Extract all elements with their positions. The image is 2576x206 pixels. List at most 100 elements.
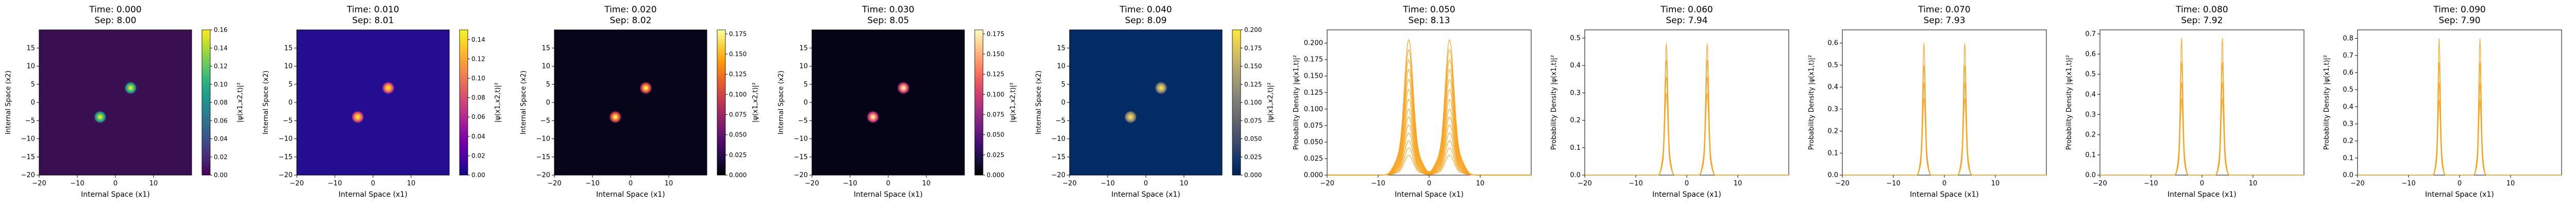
- y-tick-label: 10: [799, 63, 808, 71]
- wavepacket-peak-0: [866, 110, 880, 124]
- colorbar-label: |ψ(x1,x2,t)|²: [236, 82, 244, 123]
- x-tick-label: −10: [70, 180, 84, 187]
- panel-title-sep: Sep: 8.13: [1408, 15, 1450, 26]
- y-tick-label: 0.4: [2343, 103, 2353, 111]
- x-tick-label: 0: [1685, 180, 1689, 187]
- y-tick-label: 0.5: [2085, 71, 2096, 78]
- y-tick-label: 0.050: [1304, 139, 1323, 146]
- panel-title-sep: Sep: 7.92: [2181, 15, 2223, 26]
- colorbar-tick-label: 0.02: [471, 152, 485, 159]
- colorbar-tick-label: 0.150: [1244, 63, 1262, 70]
- y-tick-label: 10: [541, 63, 550, 71]
- x-axis-label: Internal Space (x1): [1652, 191, 1721, 199]
- y-tick-label: 0.200: [1304, 40, 1323, 47]
- x-tick-label: −10: [1886, 180, 1900, 187]
- x-tick-label: −20: [1062, 180, 1076, 187]
- y-tick-label: 5: [289, 81, 293, 89]
- colorbar-tick-label: 0.08: [214, 99, 228, 106]
- panel-title-time: Time: 0.070: [1918, 5, 1970, 15]
- y-tick-label: −15: [1052, 153, 1065, 161]
- y-tick-label: 0.150: [1304, 73, 1323, 80]
- y-tick-label: 15: [26, 44, 35, 52]
- x-tick-label: −20: [2093, 180, 2107, 187]
- y-tick-label: −5: [25, 117, 35, 125]
- y-tick-label: 0.025: [1304, 155, 1323, 163]
- wavepacket-peak-1: [124, 81, 138, 95]
- y-tick-label: 0: [1061, 99, 1065, 107]
- colorbar-tick-label: 0.02: [214, 153, 228, 161]
- colorbar-tick-label: 0.16: [214, 26, 228, 33]
- colorbar-tick-label: 0.175: [1244, 44, 1262, 52]
- y-axis-label: Internal Space (x2): [5, 71, 12, 134]
- colorbar-tick-label: 0.150: [987, 50, 1004, 58]
- colorbar: [201, 29, 211, 176]
- y-tick-label: 0.075: [1304, 122, 1323, 130]
- y-tick-label: 10: [284, 63, 293, 71]
- x-tick-label: 0: [1427, 180, 1431, 187]
- y-tick-label: 0.3: [2085, 111, 2096, 119]
- x-axis-label: Internal Space (x1): [2167, 191, 2236, 199]
- x-tick-label: −10: [328, 180, 342, 187]
- x-tick-label: −10: [585, 180, 599, 187]
- wavepacket-peak-0: [351, 110, 365, 124]
- y-tick-label: 0.0: [2343, 171, 2353, 179]
- x-tick-label: 0: [1942, 180, 1946, 187]
- x-tick-label: 10: [407, 180, 416, 187]
- x-tick-label: 10: [2249, 180, 2258, 187]
- wavepacket-peak-0: [93, 110, 107, 124]
- colorbar-tick-label: 0.025: [987, 151, 1004, 159]
- colorbar-tick-label: 0.050: [1244, 135, 1262, 143]
- y-tick-label: 0.5: [2343, 86, 2353, 94]
- y-tick-label: 15: [541, 44, 550, 52]
- colorbar-tick-label: 0.075: [729, 111, 747, 118]
- colorbar-tick-label: 0.00: [471, 171, 485, 179]
- y-axis-label: Probability Density |ψ(x1,t)|²: [2323, 55, 2331, 150]
- x-tick-label: −20: [547, 180, 561, 187]
- colorbar-tick-label: 0.050: [729, 131, 747, 139]
- y-tick-label: 0: [546, 99, 550, 107]
- colorbar-tick-label: 0.000: [1244, 171, 1262, 179]
- colorbar-label: |ψ(x1,x2,t)|²: [752, 82, 759, 123]
- panel-title-sep: Sep: 8.05: [867, 15, 909, 26]
- colorbar: [459, 29, 468, 176]
- y-tick-label: 10: [1057, 63, 1065, 71]
- colorbar-label: |ψ(x1,x2,t)|²: [1009, 82, 1017, 123]
- y-tick-label: 0.2: [2343, 138, 2353, 145]
- y-tick-label: −10: [21, 135, 35, 143]
- colorbar-tick-label: 0.00: [214, 171, 228, 179]
- colorbar: [717, 29, 726, 176]
- y-tick-label: −10: [536, 135, 550, 143]
- y-tick-label: 0: [804, 99, 808, 107]
- x-tick-label: 0: [2458, 180, 2462, 187]
- y-tick-label: 10: [26, 63, 35, 71]
- y-tick-label: −15: [21, 153, 35, 161]
- y-tick-label: −20: [536, 171, 550, 179]
- colorbar-tick-label: 0.100: [729, 91, 747, 98]
- y-tick-label: 0.4: [1827, 83, 1838, 91]
- y-tick-label: 0.3: [1827, 106, 1838, 113]
- panel-title-sep: Sep: 8.02: [609, 15, 651, 26]
- y-tick-label: 0.5: [1827, 61, 1838, 69]
- y-tick-label: 0.7: [2343, 52, 2353, 60]
- colorbar-tick-label: 0.12: [471, 55, 485, 62]
- colorbar-tick-label: 0.100: [987, 91, 1004, 98]
- colorbar-tick-label: 0.125: [987, 71, 1004, 78]
- y-tick-label: −5: [1056, 117, 1065, 125]
- x-tick-label: 0: [629, 180, 633, 187]
- y-tick-label: 0.1: [2343, 154, 2353, 162]
- x-tick-label: 10: [1180, 180, 1189, 187]
- x-tick-label: −10: [843, 180, 857, 187]
- x-tick-label: −20: [1578, 180, 1591, 187]
- panel-title-time: Time: 0.040: [1119, 5, 1172, 15]
- y-tick-label: 5: [546, 81, 550, 89]
- x-tick-label: 0: [113, 180, 117, 187]
- y-axis-label: Probability Density |ψ(x1,t)|²: [2065, 55, 2073, 150]
- y-tick-label: 0.0: [1570, 171, 1581, 179]
- colorbar-tick-label: 0.14: [471, 36, 485, 43]
- y-tick-label: −15: [794, 153, 808, 161]
